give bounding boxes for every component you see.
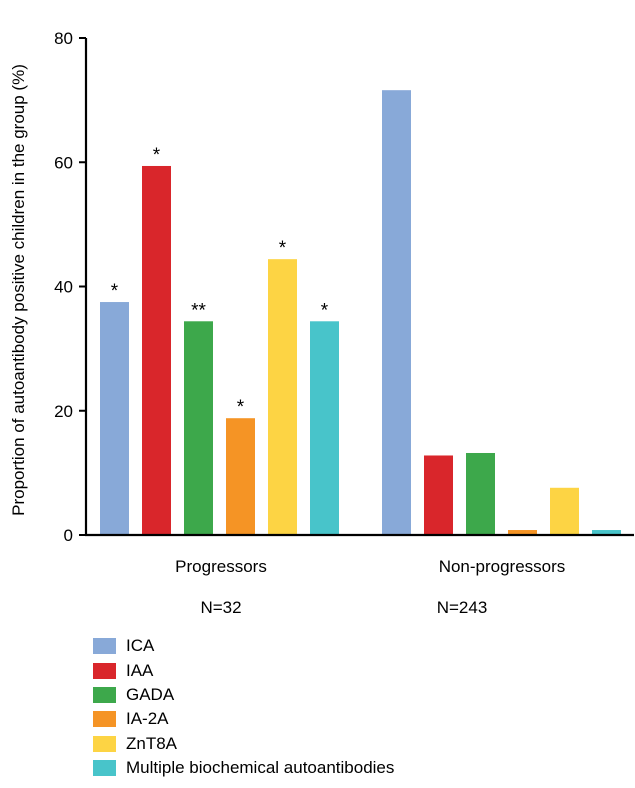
y-tick-label: 60 <box>54 153 73 172</box>
bar-ica-progressors <box>100 302 129 535</box>
significance-marker: * <box>279 238 287 259</box>
significance-layer: ******* <box>111 145 329 418</box>
legend-label: Multiple biochemical autoantibodies <box>126 758 395 778</box>
bar-iaa-progressors <box>142 165 171 536</box>
bar-multiple-biochemical-autoantibodies-progressors <box>310 321 339 535</box>
legend-item: GADA <box>93 683 394 707</box>
significance-marker: ** <box>191 300 206 321</box>
legend-label: ZnT8A <box>126 733 178 753</box>
significance-marker: * <box>111 281 119 302</box>
legend-swatch <box>93 686 116 703</box>
bar-ia-2a-non-progressors <box>508 530 537 535</box>
group-count-progressors: N=32 <box>200 598 241 617</box>
legend-item: Multiple biochemical autoantibodies <box>93 756 394 780</box>
legend: ICA IAA GADA IA-2A ZnT8A Multiple biochemical… <box>93 634 394 780</box>
bar-multiple-biochemical-autoantibodies-non-progressors <box>592 530 621 535</box>
y-tick-label: 20 <box>54 402 73 421</box>
legend-item: ZnT8A <box>93 732 394 756</box>
y-tick-label: 40 <box>54 278 73 297</box>
y-tick-label: 0 <box>64 526 73 545</box>
category-label-non-progressors: Non-progressors <box>439 557 566 576</box>
legend-swatch <box>93 662 116 679</box>
bar-znt8a-non-progressors <box>550 487 579 535</box>
bar-znt8a-progressors <box>268 259 297 535</box>
bar-ica-non-progressors <box>382 90 411 535</box>
legend-label: GADA <box>126 684 175 704</box>
legend-item: ICA <box>93 634 394 658</box>
significance-marker: * <box>321 300 329 321</box>
legend-swatch <box>93 638 116 655</box>
bar-gada-progressors <box>184 321 213 535</box>
legend-label: IA-2A <box>126 709 169 729</box>
y-tick-label: 80 <box>54 29 73 48</box>
legend-label: IAA <box>126 660 154 680</box>
significance-marker: * <box>153 145 161 166</box>
significance-marker: * <box>237 397 245 418</box>
legend-swatch <box>93 735 116 752</box>
bar-gada-non-progressors <box>466 452 495 535</box>
legend-item: IAA <box>93 658 394 682</box>
bars-layer <box>100 90 621 536</box>
category-label-progressors: Progressors <box>175 557 267 576</box>
group-count-non-progressors: N=243 <box>437 598 488 617</box>
bar-ia-2a-progressors <box>226 418 255 535</box>
legend-item: IA-2A <box>93 707 394 731</box>
bar-iaa-non-progressors <box>424 455 453 535</box>
y-axis-ticks: 0 20 40 60 80 <box>54 29 86 545</box>
legend-swatch <box>93 760 116 777</box>
legend-label: ICA <box>126 636 155 656</box>
y-axis-title: Proportion of autoantibody positive chil… <box>9 64 28 516</box>
legend-swatch <box>93 711 116 728</box>
